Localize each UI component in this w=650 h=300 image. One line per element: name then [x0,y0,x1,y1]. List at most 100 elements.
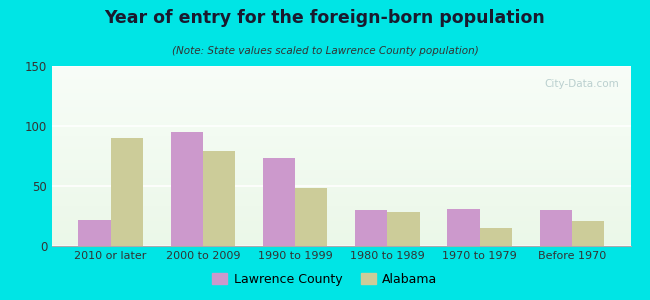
Bar [52,142,630,143]
Bar [52,197,630,199]
Bar [52,118,630,120]
Bar [52,185,630,187]
Bar [52,125,630,127]
Bar [52,242,630,244]
Bar [355,210,387,246]
Bar [540,210,572,246]
Bar [52,183,630,185]
Bar [52,232,630,233]
Bar [203,151,235,246]
Bar [52,143,630,145]
Bar [480,228,512,246]
Bar [52,169,630,170]
Legend: Lawrence County, Alabama: Lawrence County, Alabama [207,268,443,291]
Bar [52,215,630,217]
Bar [52,188,630,190]
Bar [52,226,630,228]
Bar [52,230,630,232]
Bar [52,167,630,169]
Bar [52,165,630,167]
Bar [52,107,630,109]
Bar [52,178,630,179]
Bar [52,223,630,224]
Bar [52,233,630,235]
Bar [52,86,630,88]
Bar [52,102,630,104]
Bar [52,113,630,115]
Bar [52,66,630,68]
Bar [447,209,480,246]
Bar [52,131,630,133]
Bar [52,174,630,176]
Bar [52,71,630,73]
Bar [52,138,630,140]
Bar [78,220,111,246]
Bar [52,179,630,181]
Bar [52,145,630,147]
Bar [52,122,630,124]
Bar [52,187,630,188]
Bar [52,134,630,136]
Bar [52,192,630,194]
Bar [52,84,630,86]
Bar [263,158,295,246]
Bar [52,73,630,75]
Bar [52,196,630,197]
Bar [52,217,630,219]
Bar [52,97,630,98]
Bar [52,212,630,214]
Bar [52,109,630,111]
Bar [111,138,143,246]
Bar [52,154,630,156]
Bar [52,77,630,79]
Bar [52,224,630,226]
Bar [52,136,630,138]
Bar [52,235,630,237]
Bar [52,156,630,158]
Bar [52,106,630,107]
Bar [52,82,630,84]
Bar [52,221,630,223]
Bar [52,149,630,151]
Bar [52,237,630,239]
Bar [52,111,630,113]
Bar [52,160,630,161]
Bar [52,163,630,165]
Bar [52,68,630,70]
Bar [52,80,630,82]
Bar [52,172,630,174]
Bar [52,127,630,129]
Bar [52,116,630,118]
Bar [52,219,630,221]
Bar [52,241,630,242]
Bar [52,158,630,160]
Bar [52,91,630,93]
Bar [52,95,630,97]
Bar [52,147,630,149]
Bar [52,100,630,102]
Bar [52,239,630,241]
Text: Year of entry for the foreign-born population: Year of entry for the foreign-born popul… [105,9,545,27]
Bar [52,133,630,134]
Bar [52,228,630,230]
Bar [52,124,630,125]
Bar [52,129,630,131]
Bar [52,98,630,100]
Bar [52,190,630,192]
Bar [572,221,604,246]
Bar [52,88,630,89]
Text: City-Data.com: City-Data.com [544,79,619,88]
Bar [52,194,630,196]
Bar [52,181,630,183]
Bar [52,244,630,246]
Bar [52,203,630,205]
Bar [295,188,328,246]
Text: (Note: State values scaled to Lawrence County population): (Note: State values scaled to Lawrence C… [172,46,478,56]
Bar [52,210,630,212]
Bar [52,199,630,201]
Bar [52,214,630,215]
Bar [170,132,203,246]
Bar [52,93,630,95]
Bar [52,120,630,122]
Bar [52,75,630,77]
